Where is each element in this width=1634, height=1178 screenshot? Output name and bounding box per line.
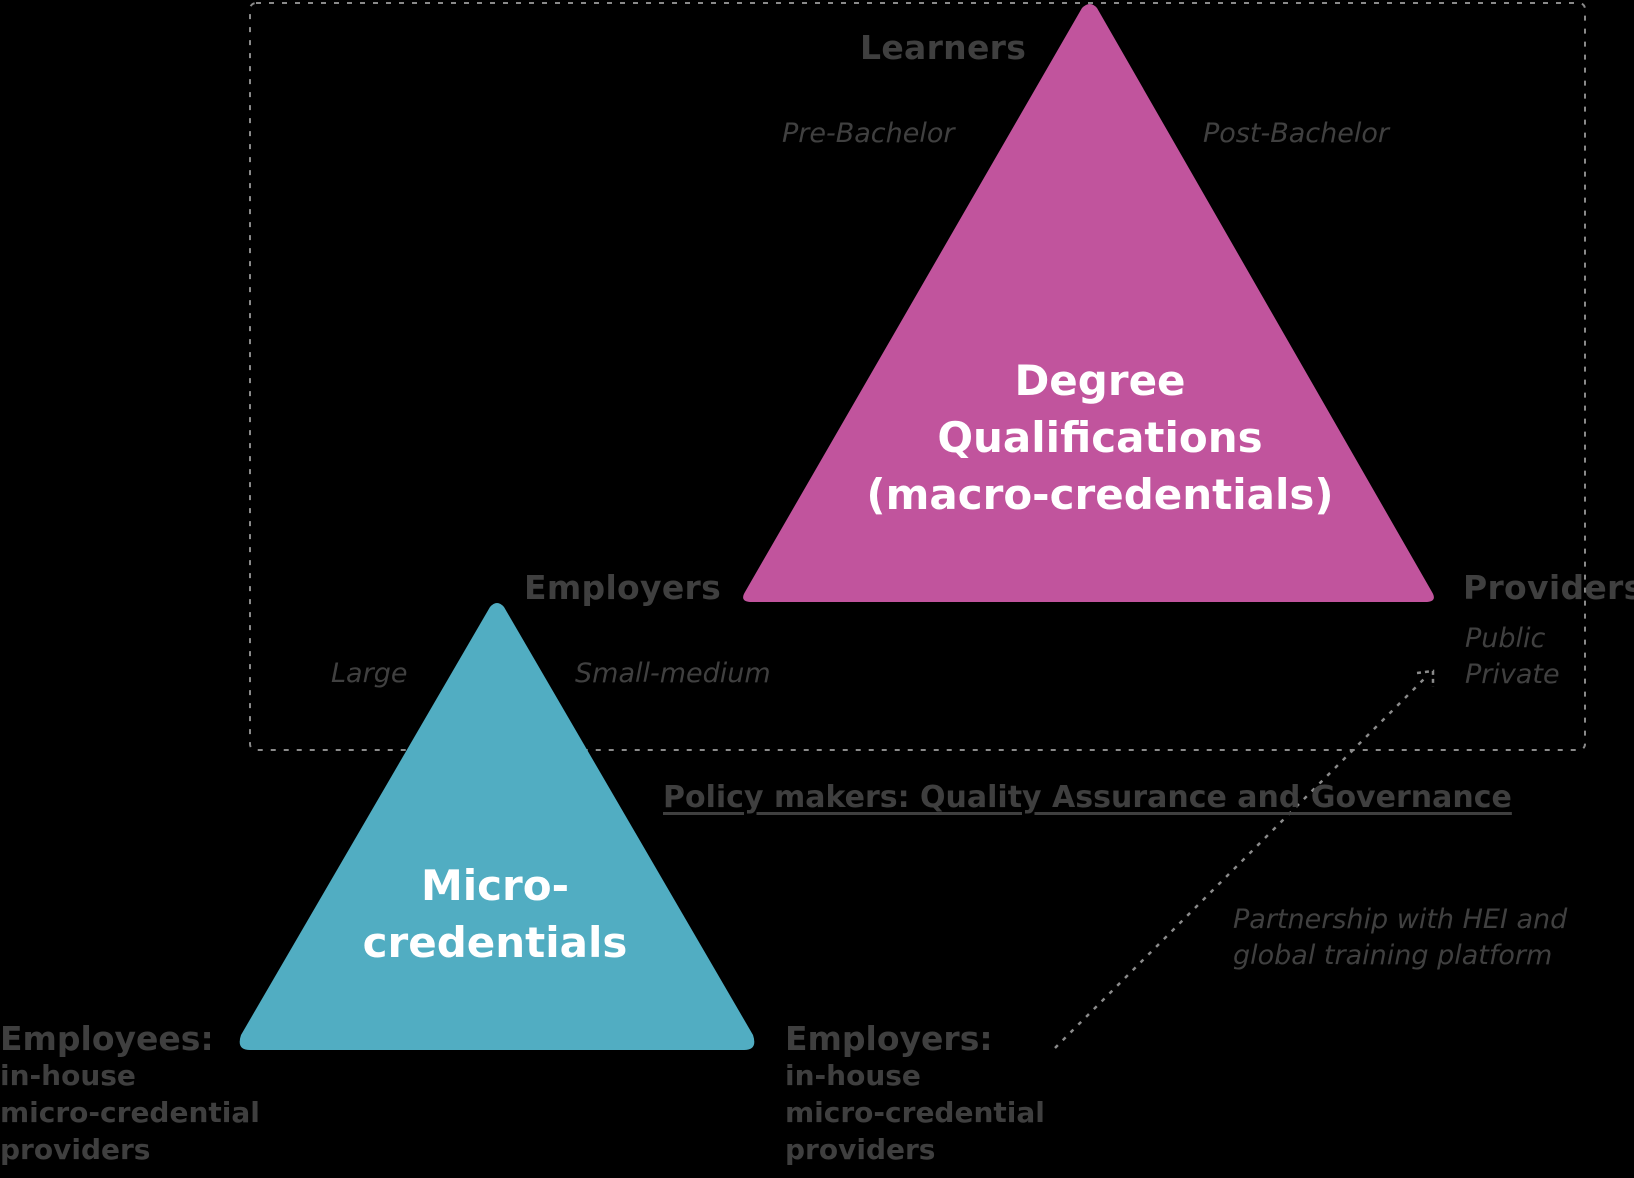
degree-title-line-2: Qualifications	[937, 413, 1263, 462]
small-medium-employer-label: Small-medium	[575, 658, 771, 689]
employees-line-3: providers	[0, 1133, 151, 1166]
micro-employers-line-3: providers	[785, 1133, 936, 1166]
partnership-line-1: Partnership with HEI and	[1233, 904, 1568, 935]
partnership-arrowhead-icon	[1416, 669, 1435, 687]
employees-vertex-label: Employees: in-house micro-credential pro…	[0, 1020, 260, 1168]
partnership-connector-line	[1054, 674, 1429, 1049]
employees-heading: Employees:	[0, 1019, 214, 1058]
policy-makers-label: Policy makers: Quality Assurance and Gov…	[663, 780, 1512, 815]
employers-vertex-label: Employers	[524, 568, 722, 607]
employees-line-1: in-house	[0, 1059, 136, 1092]
micro-employers-vertex-label: Employers: in-house micro-credential pro…	[785, 1020, 1045, 1168]
degree-triangle-title: Degree Qualifications (macro-credentials…	[845, 352, 1355, 523]
employees-line-2: micro-credential	[0, 1096, 260, 1129]
learners-vertex-label: Learners	[860, 28, 1027, 67]
micro-title-line-1: Micro-	[420, 861, 570, 910]
micro-employers-line-1: in-house	[785, 1059, 921, 1092]
public-provider-label: Public	[1465, 623, 1546, 654]
micro-triangle-title: Micro- credentials	[330, 857, 660, 971]
micro-employers-line-2: micro-credential	[785, 1096, 1045, 1129]
degree-title-line-3: (macro-credentials)	[866, 470, 1334, 519]
micro-title-line-2: credentials	[362, 918, 628, 967]
partnership-note: Partnership with HEI and global training…	[1233, 902, 1567, 974]
degree-title-line-1: Degree	[1014, 356, 1186, 405]
private-provider-label: Private	[1465, 659, 1560, 690]
post-bachelor-label: Post-Bachelor	[1203, 118, 1389, 149]
large-employer-label: Large	[331, 658, 408, 689]
pre-bachelor-label: Pre-Bachelor	[782, 118, 955, 149]
providers-vertex-label: Providers	[1463, 568, 1634, 607]
partnership-line-2: global training platform	[1233, 940, 1553, 971]
micro-employers-heading: Employers:	[785, 1019, 993, 1058]
micro-credentials-triangle	[239, 603, 755, 1050]
degree-qualifications-triangle	[743, 4, 1434, 602]
